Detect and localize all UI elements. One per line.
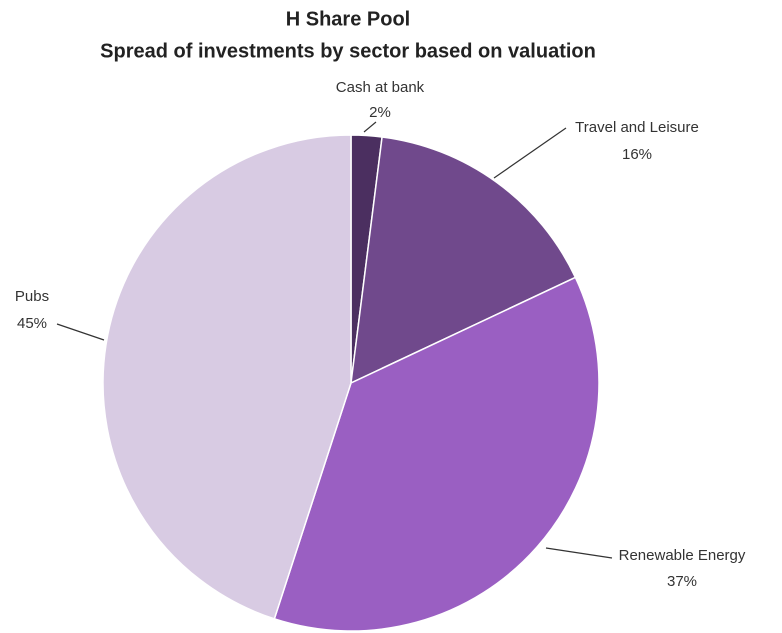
pie-slice bbox=[273, 276, 600, 632]
slice-value-label: 37% bbox=[667, 573, 697, 590]
slice-label: Travel and Leisure bbox=[575, 119, 699, 136]
leader-line bbox=[493, 127, 567, 179]
chart-subtitle: Spread of investments by sector based on… bbox=[100, 40, 596, 62]
slice-value-label: 45% bbox=[17, 315, 47, 332]
slice-value-label: 16% bbox=[622, 146, 652, 163]
pie-slice bbox=[102, 134, 352, 620]
pie-slice bbox=[350, 136, 577, 385]
leader-line bbox=[56, 323, 105, 341]
slice-label: Renewable Energy bbox=[619, 547, 746, 564]
slice-label: Cash at bank bbox=[336, 79, 425, 96]
slice-label: Pubs bbox=[15, 288, 49, 305]
chart-title: H Share Pool bbox=[286, 8, 410, 30]
leader-line bbox=[363, 121, 377, 133]
slice-value-label: 2% bbox=[369, 104, 391, 121]
leader-line bbox=[545, 547, 613, 559]
